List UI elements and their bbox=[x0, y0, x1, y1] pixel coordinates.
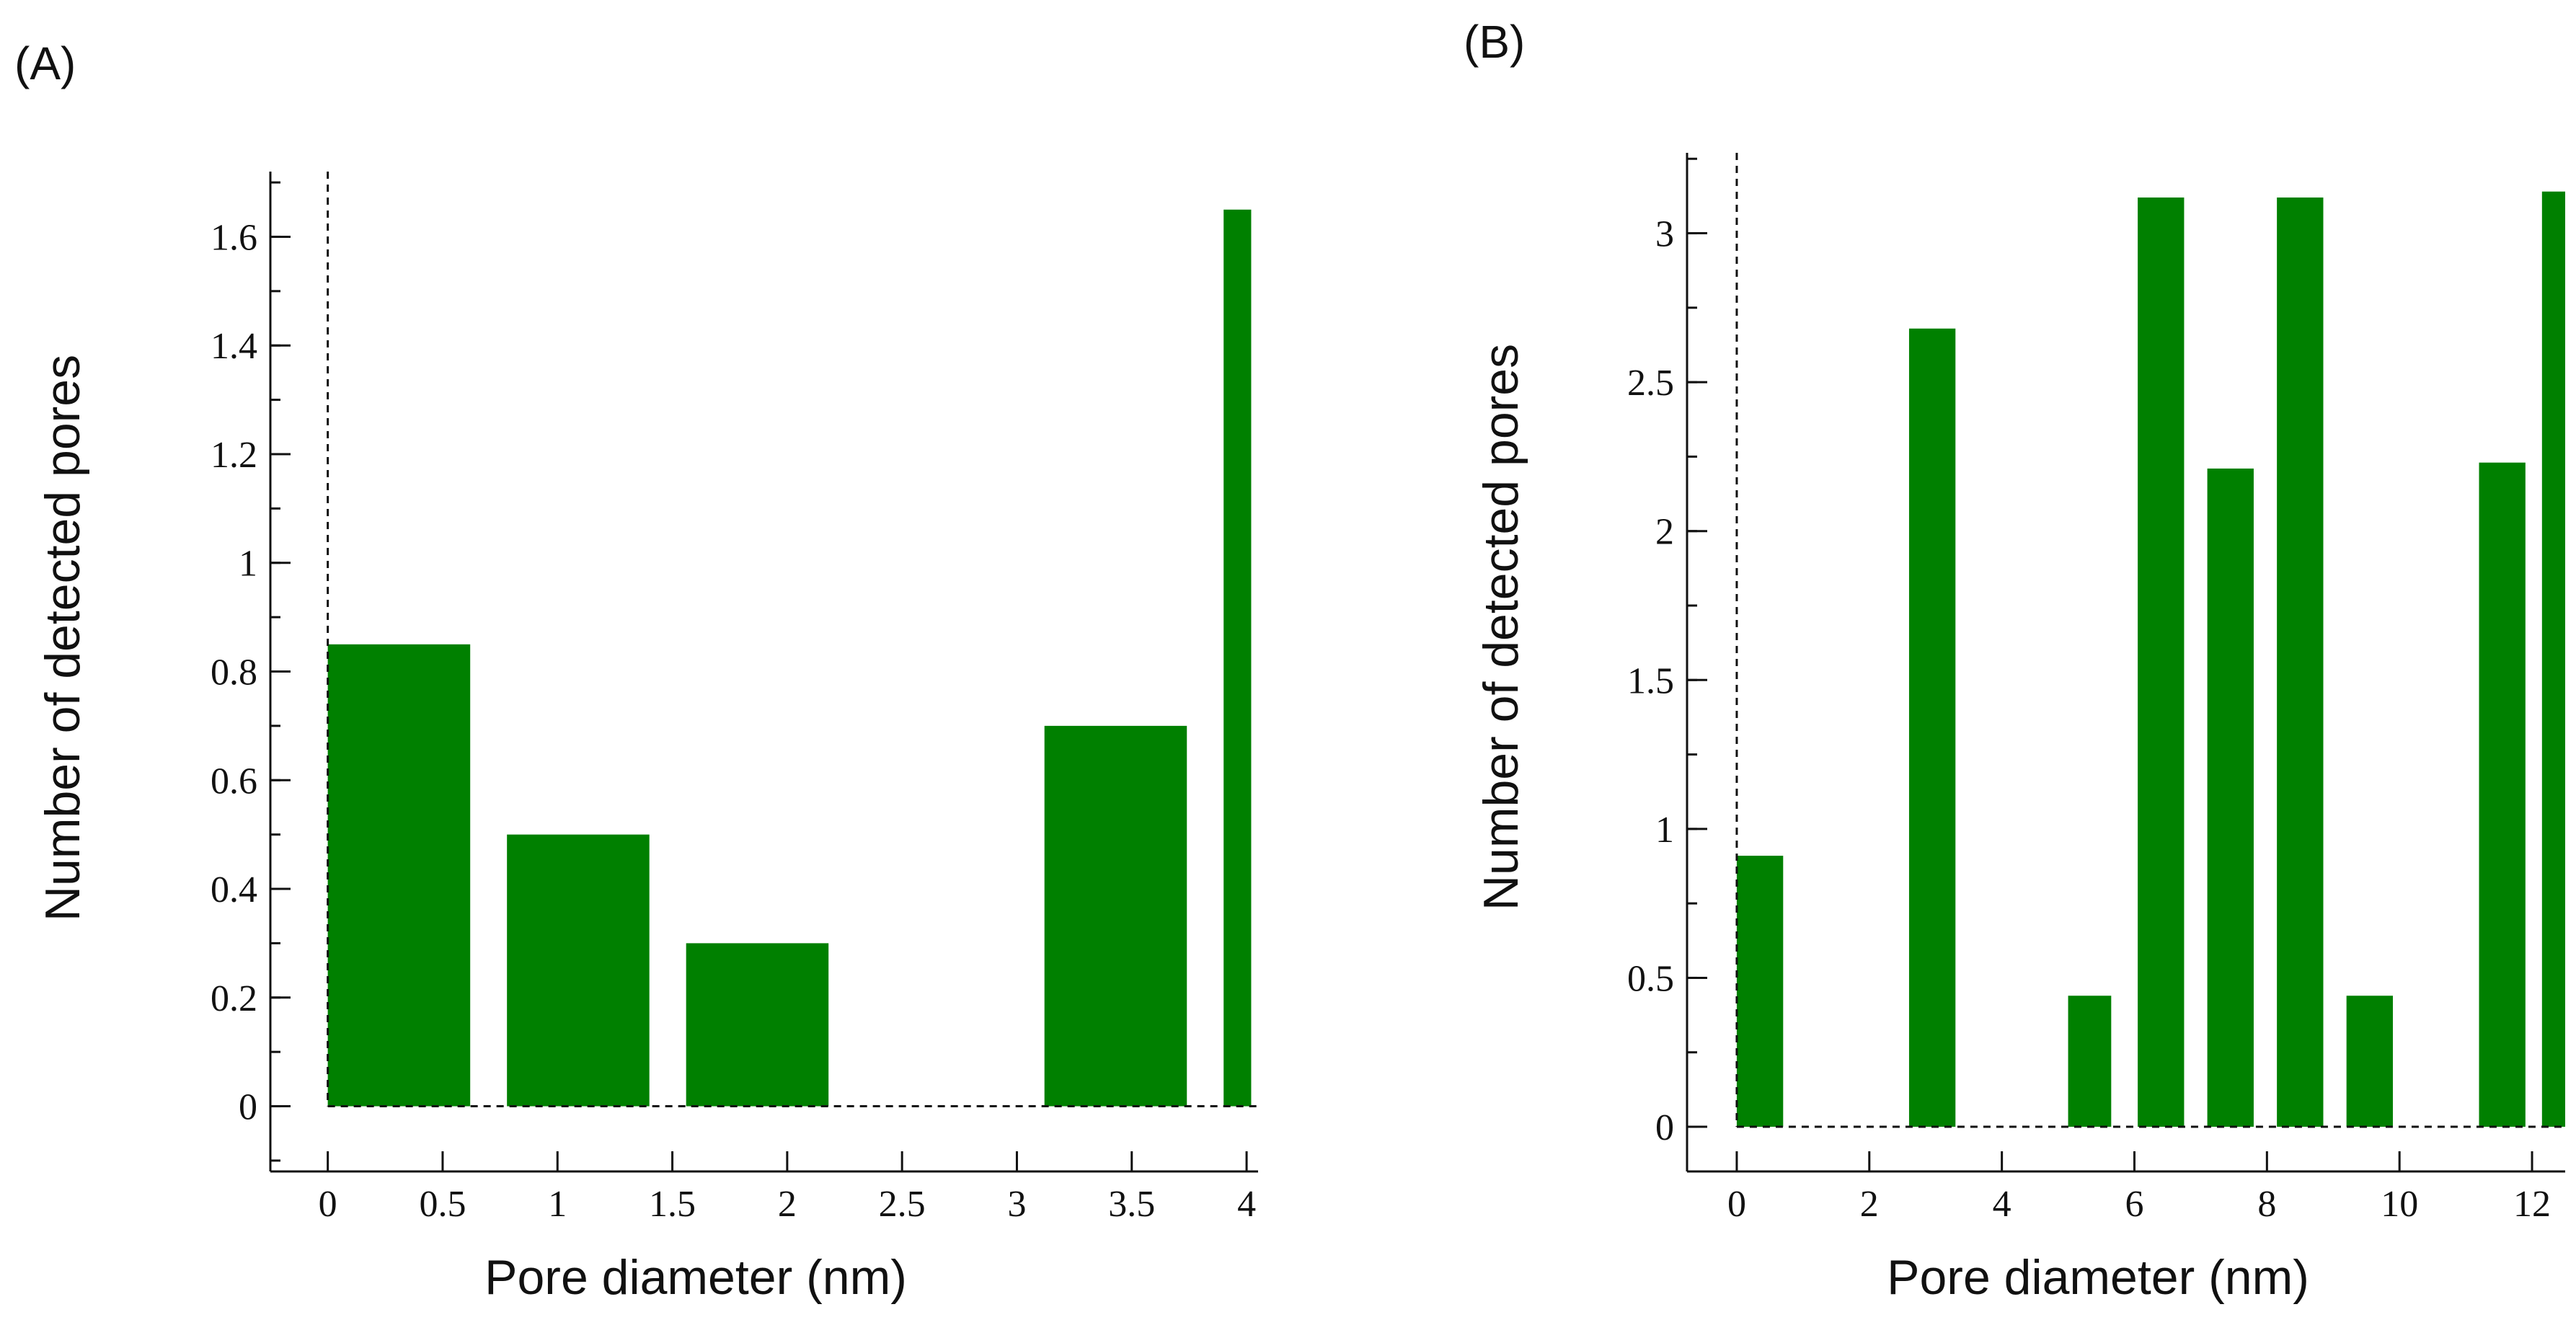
bar-b-7 bbox=[2479, 462, 2526, 1127]
y-tick-label-a: 0.4 bbox=[211, 869, 257, 910]
panel-label-b: (B) bbox=[1464, 16, 1525, 68]
bar-b-2 bbox=[2068, 996, 2112, 1127]
y-tick-label-a: 0.2 bbox=[211, 978, 257, 1019]
x-tick-label-a: 4 bbox=[1237, 1184, 1256, 1225]
bar-a-3 bbox=[1044, 725, 1187, 1107]
bar-a-4 bbox=[1223, 209, 1252, 1107]
x-tick-label-b: 0 bbox=[1727, 1184, 1746, 1225]
y-tick-label-b: 0 bbox=[1655, 1107, 1674, 1148]
bar-b-1 bbox=[1908, 328, 1956, 1127]
bar-b-8 bbox=[2541, 191, 2565, 1127]
x-tick-label-b: 10 bbox=[2381, 1184, 2418, 1225]
x-tick-label-a: 2.5 bbox=[879, 1184, 926, 1225]
x-tick-label-a: 2 bbox=[778, 1184, 797, 1225]
x-tick-label-a: 3 bbox=[1007, 1184, 1026, 1225]
y-tick-label-b: 1 bbox=[1655, 810, 1674, 851]
y-tick-label-b: 0.5 bbox=[1627, 958, 1674, 999]
y-tick-label-a: 0.6 bbox=[211, 761, 257, 802]
x-tick-label-a: 0 bbox=[319, 1184, 337, 1225]
bar-b-5 bbox=[2277, 197, 2324, 1127]
y-tick-label-a: 1.6 bbox=[211, 217, 257, 258]
y-tick-label-b: 1.5 bbox=[1627, 660, 1674, 701]
bar-b-4 bbox=[2207, 468, 2254, 1127]
x-tick-label-b: 8 bbox=[2257, 1184, 2276, 1225]
y-tick-label-a: 1.2 bbox=[211, 435, 257, 476]
bar-a-0 bbox=[327, 644, 471, 1107]
bar-a-1 bbox=[507, 834, 650, 1107]
x-tick-label-b: 2 bbox=[1860, 1184, 1879, 1225]
y-tick-label-a: 1 bbox=[239, 544, 257, 585]
x-tick-label-b: 6 bbox=[2125, 1184, 2143, 1225]
bar-b-0 bbox=[1736, 856, 1784, 1127]
x-tick-label-a: 1 bbox=[548, 1184, 567, 1225]
axes-b: 0 0.5 1 1.5 2 2.5 3 0 2 4 6 8 10 12 bbox=[1627, 153, 2565, 1225]
x-tick-label-b: 12 bbox=[2513, 1184, 2551, 1225]
zero-guides-a bbox=[327, 172, 1258, 1108]
chart-panel-b: (B) 0 0.5 1 1.5 2 2.5 3 0 2 4 6 8 10 12 Pore diameter… bbox=[1464, 16, 2565, 1305]
x-axis-title-a: Pore diameter (nm) bbox=[484, 1250, 907, 1305]
y-tick-label-b: 3 bbox=[1655, 214, 1674, 255]
y-tick-label-b: 2 bbox=[1655, 512, 1674, 553]
bars-b bbox=[1736, 191, 2565, 1127]
zero-guides-b bbox=[1735, 153, 2565, 1128]
x-tick-label-b: 4 bbox=[1993, 1184, 2011, 1225]
y-tick-label-a: 0 bbox=[239, 1087, 257, 1128]
y-tick-label-a: 1.4 bbox=[211, 326, 257, 367]
bar-b-3 bbox=[2138, 197, 2185, 1127]
y-tick-label-b: 2.5 bbox=[1627, 363, 1674, 404]
x-axis-title-b: Pore diameter (nm) bbox=[1887, 1250, 2309, 1305]
y-axis-title-b: Number of detected pores bbox=[1474, 344, 1528, 910]
y-axis-title-a: Number of detected pores bbox=[35, 355, 90, 921]
chart-panel-a: (A) 0 0.2 0.4 0.6 0.8 1 1.2 1.4 1.6 0 0.5 1 1.5 2 2.5 3… bbox=[14, 37, 1258, 1305]
bar-b-6 bbox=[2346, 996, 2393, 1127]
bars-a bbox=[327, 209, 1252, 1107]
x-tick-label-a: 3.5 bbox=[1108, 1184, 1155, 1225]
axes-a: 0 0.2 0.4 0.6 0.8 1 1.2 1.4 1.6 0 0.5 1 1.5 2 2.5 3 3.5 4 bbox=[211, 172, 1258, 1225]
x-tick-label-a: 0.5 bbox=[419, 1184, 466, 1225]
y-tick-label-a: 0.8 bbox=[211, 652, 257, 693]
bar-a-2 bbox=[686, 943, 829, 1107]
x-tick-label-a: 1.5 bbox=[649, 1184, 696, 1225]
panel-label-a: (A) bbox=[14, 37, 76, 89]
